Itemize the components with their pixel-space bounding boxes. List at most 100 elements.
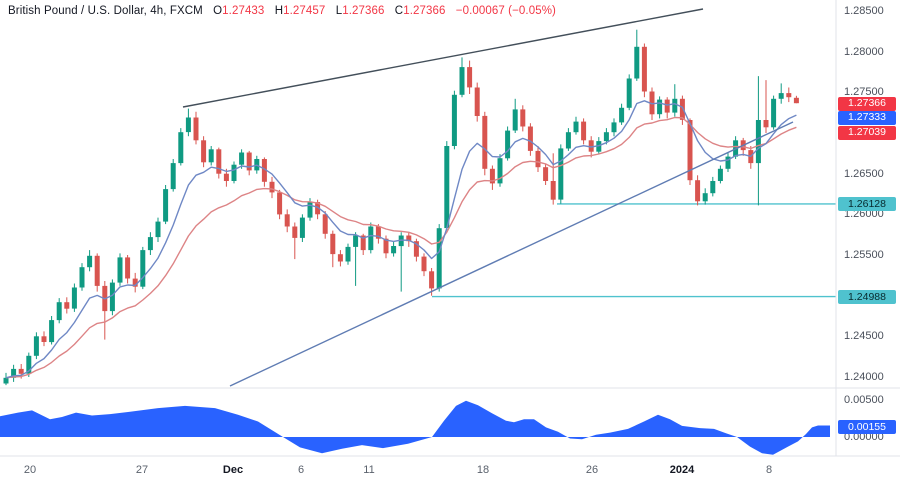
candle-body: [793, 97, 799, 104]
candle-body: [277, 192, 283, 215]
ohlc-high-value: 1.27457: [283, 5, 326, 17]
candle-body: [71, 287, 77, 309]
symbol-title: British Pound / U.S. Dollar, 4h, FXCM: [8, 5, 203, 17]
candle-body: [550, 181, 556, 200]
candle-body: [778, 93, 784, 99]
candle-body: [375, 226, 381, 239]
price-axis-label: 1.24000: [844, 371, 884, 383]
candle-body: [41, 336, 47, 342]
candle-body: [292, 226, 298, 238]
candle-body: [368, 226, 374, 251]
price-axis-label: 1.28500: [844, 5, 884, 17]
candle-body: [763, 120, 769, 128]
time-axis-label: 8: [765, 464, 773, 476]
candle-body: [26, 355, 32, 374]
oscillator-axis-label: 0.00500: [844, 394, 884, 406]
candle-body: [634, 46, 640, 79]
candle-body: [155, 221, 161, 238]
price-axis[interactable]: 1.28500 1.28000 1.27500 1.26500 1.26000 1.255…: [837, 0, 900, 456]
candle-body: [193, 117, 199, 141]
candle-body: [178, 132, 184, 164]
time-axis-label: 18: [476, 464, 490, 476]
oscillator-badge: 0.00155: [838, 420, 896, 434]
candle-body: [619, 107, 625, 123]
candle-body: [436, 228, 442, 289]
candle-body: [474, 87, 480, 116]
candle-body: [315, 202, 321, 215]
last-price-badge: 1.27366: [838, 96, 896, 111]
candle-body: [117, 257, 123, 283]
ema-slow-line: [5, 116, 797, 379]
candle-body: [497, 158, 503, 184]
moving-averages-layer: [5, 100, 797, 379]
candle-body: [163, 189, 169, 222]
candle-body: [79, 267, 85, 288]
candle-body: [170, 163, 176, 190]
trendline-lower[interactable]: [229, 121, 794, 387]
price-axis-label: 1.24500: [844, 330, 884, 343]
trendline-upper[interactable]: [182, 8, 704, 108]
price-axis-label: 1.27500: [844, 86, 884, 99]
candle-body: [520, 109, 526, 127]
candle-body: [64, 302, 70, 309]
price-axis-label: 1.28000: [844, 45, 884, 58]
oscillator-area: [0, 400, 830, 455]
time-axis-label: 26: [585, 464, 599, 476]
candle-body: [246, 152, 252, 171]
candle-body: [406, 235, 412, 242]
change-value: −0.00067 (−0.05%): [455, 5, 556, 17]
candle-body: [413, 241, 419, 257]
candle-body: [565, 132, 571, 149]
candle-body: [261, 159, 267, 182]
symbol-header[interactable]: British Pound / U.S. Dollar, 4h, FXCM O1…: [8, 5, 556, 17]
candle-body: [322, 214, 328, 234]
time-axis-label: 20: [23, 464, 37, 476]
candle-body: [11, 368, 17, 378]
candle-body: [284, 214, 290, 227]
candle-body: [299, 217, 305, 238]
time-axis-label: 27: [135, 464, 149, 476]
candle-body: [679, 98, 685, 120]
trendlines-layer: [182, 8, 794, 387]
oscillator-pane: [0, 400, 830, 455]
candle-body: [649, 91, 655, 115]
hline-badge[interactable]: 1.26128: [838, 197, 896, 211]
candle-body: [185, 117, 191, 133]
candle-body: [588, 140, 594, 152]
candle-body: [269, 181, 275, 193]
candle-body: [337, 254, 343, 262]
candle-body: [391, 246, 397, 254]
candle-body: [353, 235, 359, 247]
candle-body: [421, 256, 427, 272]
candle-body: [147, 237, 153, 251]
candle-body: [56, 302, 62, 321]
price-axis-label: 1.25500: [844, 249, 884, 261]
time-axis-label: 2024: [669, 464, 695, 476]
candle-body: [657, 99, 663, 115]
ohlc-low-value: 1.27366: [342, 5, 385, 17]
hline-badge[interactable]: 1.24988: [838, 290, 896, 304]
ohlc-close-label: C1.27366: [394, 5, 446, 17]
candle-body: [231, 164, 237, 181]
candle-body: [223, 173, 229, 181]
candle-body: [429, 271, 435, 289]
candle-body: [512, 109, 518, 131]
ohlc-open-value: 1.27433: [222, 5, 265, 17]
candle-body: [140, 250, 146, 287]
time-axis-label: 11: [363, 464, 375, 476]
price-axis-label: 1.26500: [844, 167, 884, 180]
candle-body: [527, 126, 533, 151]
time-axis[interactable]: 20 27 Dec 6 11 18 26 2024 8: [0, 457, 836, 483]
ma-fast-badge: 1.27333: [838, 110, 896, 125]
candle-body: [641, 46, 647, 92]
candle-body: [581, 121, 587, 141]
candlestick-series: [3, 29, 799, 386]
candle-body: [239, 152, 245, 165]
candle-body: [786, 93, 792, 98]
candle-body: [543, 167, 549, 181]
candle-body: [755, 120, 761, 164]
candle-body: [345, 246, 351, 262]
candle-body: [360, 235, 366, 251]
candle-body: [451, 94, 457, 146]
